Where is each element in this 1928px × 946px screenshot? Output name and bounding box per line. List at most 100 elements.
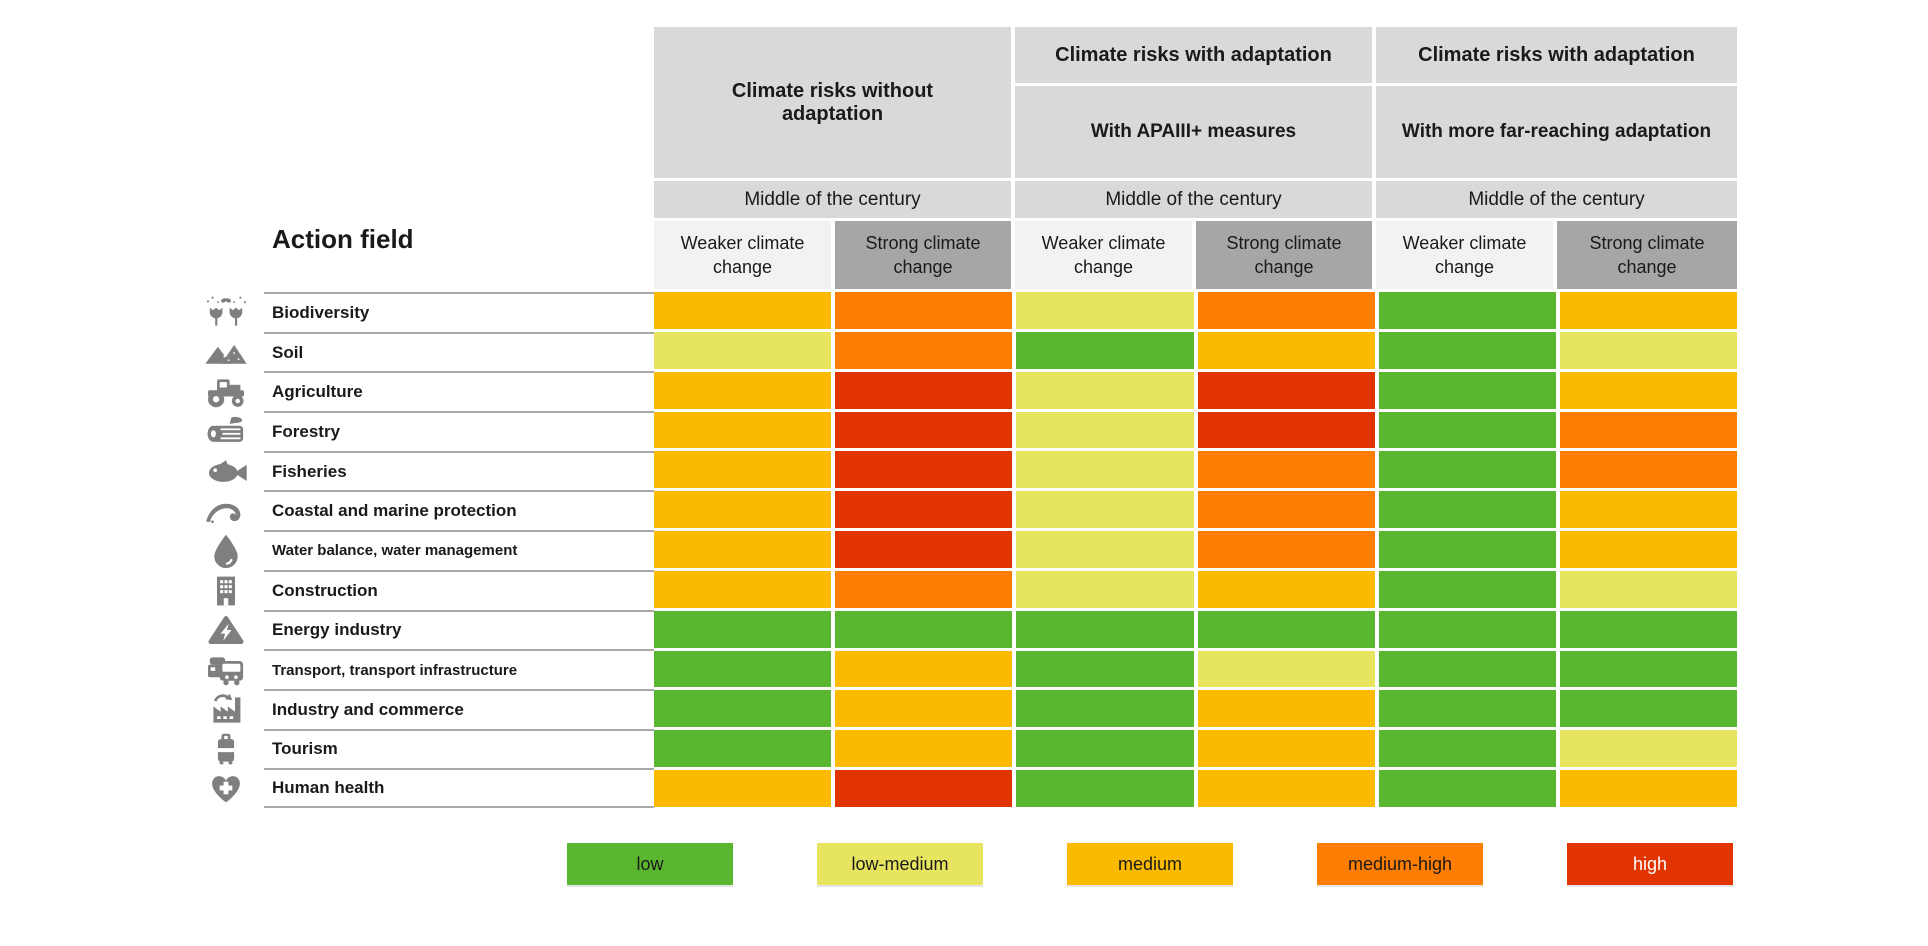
log-icon [200, 413, 252, 451]
legend-item-low-medium: low-medium [817, 843, 983, 885]
action-field-rows: Biodiversity Soil Agriculture Forestry Fishe… [205, 292, 654, 808]
legend-item-low: low [567, 843, 733, 885]
risk-cell-low-medium [1559, 331, 1737, 369]
risk-cell-high [1197, 371, 1375, 409]
table-row: Coastal and marine protection [206, 490, 654, 530]
row-label-text: Soil [272, 342, 304, 362]
risk-cell-high [835, 371, 1013, 409]
risk-cell-low [654, 610, 832, 648]
risk-cell-medium [1197, 730, 1375, 768]
risk-cell-low-medium [1016, 451, 1194, 489]
strong-climate-change-header: Strong climate change [1196, 221, 1372, 289]
risk-cell-low-medium [1559, 730, 1737, 768]
risk-cell-low [1559, 690, 1737, 728]
risk-cell-low [1378, 331, 1556, 369]
row-label-text: Coastal and marine protection [272, 501, 517, 521]
risk-cell-low [1378, 650, 1556, 688]
risk-cell-medium [654, 531, 832, 568]
risk-cell-medium-high [1197, 292, 1375, 329]
column-group-3-subtitle: With more far-reaching adaptation [1376, 86, 1737, 178]
risk-cell-medium [1197, 331, 1375, 369]
flowers-butterfly-icon [200, 294, 252, 332]
building-icon [200, 572, 252, 610]
column-group-2-subtitle: With APAIII+ measures [1015, 86, 1372, 178]
risk-cell-medium [1559, 770, 1737, 807]
risk-cell-low [654, 730, 832, 768]
legend-item-high: high [1567, 843, 1733, 885]
risk-cell-medium-high [1559, 451, 1737, 489]
risk-cell-low [1378, 451, 1556, 489]
energy-warning-icon [200, 611, 252, 649]
row-label-text: Industry and commerce [272, 699, 464, 719]
risk-cell-medium-high [835, 570, 1013, 608]
table-row: Forestry [207, 411, 654, 451]
risk-cell-low [1016, 610, 1194, 648]
table-row: Tourism [217, 728, 654, 769]
risk-cell-medium [1197, 770, 1375, 807]
risk-cell-low [1016, 331, 1194, 369]
risk-cell-low [1559, 650, 1737, 688]
table-row: Transport, transport infrastructure [208, 649, 654, 689]
mountains-icon [200, 334, 252, 372]
risk-cell-medium [654, 451, 832, 489]
risk-cell-low-medium [1016, 371, 1194, 409]
risk-cell-medium [654, 570, 832, 608]
period-label-group-3: Middle of the century [1376, 181, 1737, 218]
wave-icon [200, 492, 252, 530]
risk-cell-low-medium [1016, 292, 1194, 329]
period-label-group-2: Middle of the century [1015, 181, 1372, 218]
risk-cell-medium-high [1197, 451, 1375, 489]
risk-cell-low [1378, 371, 1556, 409]
row-label-text: Construction [272, 580, 378, 600]
risk-cell-high [835, 770, 1013, 807]
fish-icon [200, 453, 252, 491]
risk-cell-medium-high [1197, 531, 1375, 568]
row-label-text: Water balance, water management [272, 542, 518, 560]
risk-cell-low-medium [1016, 411, 1194, 449]
risk-cell-low-medium [1197, 650, 1375, 688]
row-label-text: Forestry [272, 421, 341, 441]
table-row: Energy industry [208, 609, 654, 650]
heart-cross-icon [200, 769, 252, 807]
risk-cell-low [1197, 610, 1375, 648]
strong-climate-change-header: Strong climate change [835, 221, 1011, 289]
weaker-climate-change-header: Weaker climate change [1376, 221, 1553, 289]
risk-cell-medium [1559, 491, 1737, 529]
table-row: Human health [212, 768, 654, 808]
risk-cell-low [1016, 730, 1194, 768]
column-group-2-title: Climate risks with adaptation [1015, 27, 1372, 83]
risk-cell-medium [835, 690, 1013, 728]
risk-cell-low-medium [1016, 570, 1194, 608]
risk-cell-low [1378, 491, 1556, 529]
legend-item-medium: medium [1067, 843, 1233, 885]
row-label-text: Tourism [272, 739, 338, 759]
table-row: Fisheries [208, 450, 654, 491]
row-label-text: Human health [272, 778, 385, 798]
row-label-text: Transport, transport infrastructure [272, 661, 518, 679]
transport-icon [200, 651, 252, 689]
table-row: Biodiversity [206, 292, 654, 332]
risk-cell-low [1378, 610, 1556, 648]
risk-cell-low [654, 690, 832, 728]
risk-cell-low-medium [1016, 491, 1194, 529]
weaker-climate-change-header: Weaker climate change [1015, 221, 1192, 289]
strong-climate-change-header: Strong climate change [1557, 221, 1737, 289]
risk-cell-medium [1559, 371, 1737, 409]
risk-cell-low-medium [654, 331, 832, 369]
risk-cell-medium [654, 411, 832, 449]
risk-cell-medium [1559, 292, 1737, 329]
risk-cell-low [1378, 730, 1556, 768]
risk-cell-low [1378, 690, 1556, 728]
row-label-text: Biodiversity [272, 302, 370, 322]
risk-cell-low-medium [1559, 570, 1737, 608]
risk-cell-medium-high [835, 331, 1013, 369]
risk-cell-low [1378, 292, 1556, 329]
legend-item-medium-high: medium-high [1317, 843, 1483, 885]
risk-matrix-grid [654, 292, 1737, 807]
row-label-text: Agriculture [272, 382, 363, 402]
risk-cell-low [1016, 690, 1194, 728]
risk-cell-high [1197, 411, 1375, 449]
risk-cell-medium [654, 491, 832, 529]
risk-cell-medium [654, 770, 832, 807]
